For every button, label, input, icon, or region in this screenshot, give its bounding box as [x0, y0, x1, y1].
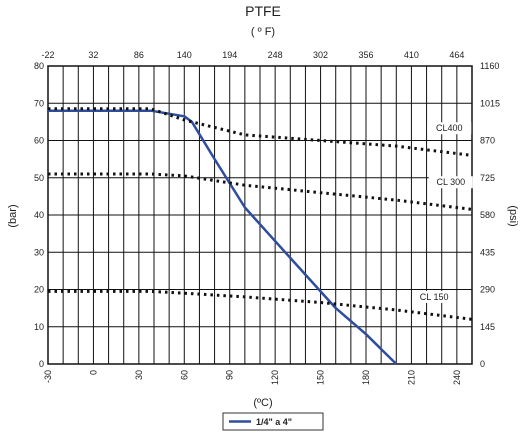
y-tick-label: 50 — [34, 173, 44, 183]
x-tick-label: 90 — [225, 370, 235, 380]
x-axis-label: (ºC) — [253, 397, 272, 409]
y-tick-label: 30 — [34, 247, 44, 257]
y-tick-label: 80 — [34, 61, 44, 71]
annotation-bg — [428, 176, 473, 189]
right-tick-label: 0 — [480, 359, 485, 369]
right-tick-label: 1160 — [480, 61, 499, 71]
chart-title: PTFE — [245, 3, 281, 19]
y-tick-label: 20 — [34, 285, 44, 295]
y-axis-ticks: 0 10 20 30 40 50 60 70 80 — [34, 61, 44, 369]
right-axis-label: (psi) — [507, 205, 519, 226]
right-tick-label: 870 — [480, 136, 495, 146]
x-tick-label: 150 — [316, 370, 326, 385]
annotation-label: CL400 — [436, 123, 463, 133]
top-tick-label: 194 — [222, 50, 237, 60]
top-tick-label: 464 — [449, 50, 464, 60]
series-line-cl150 — [48, 289, 473, 321]
y-tick-label: 70 — [34, 98, 44, 108]
annotation-label: CL 300 — [436, 177, 465, 187]
legend-box — [222, 412, 324, 431]
y-tick-label: 60 — [34, 136, 44, 146]
y-axis-label: (bar) — [7, 204, 19, 227]
top-tick-label: 302 — [313, 50, 328, 60]
y-tick-label: 0 — [39, 359, 44, 369]
plot-frame — [47, 65, 473, 365]
x-tick-label: 240 — [452, 370, 462, 385]
series-line-cl400 — [48, 107, 473, 157]
top-tick-label: 410 — [404, 50, 419, 60]
x-tick-label: 60 — [179, 370, 189, 380]
x-tick-label: -30 — [43, 370, 53, 383]
top-tick-label: 86 — [134, 50, 144, 60]
y-tick-label: 10 — [34, 322, 44, 332]
right-tick-label: 1015 — [480, 98, 500, 108]
right-tick-label: 725 — [480, 173, 495, 183]
x-axis-ticks: -30 0 30 60 90 120 150 180 210 240 — [43, 370, 462, 385]
x-tick-label: 0 — [88, 370, 98, 375]
y-tick-label: 40 — [34, 210, 44, 220]
right-tick-label: 435 — [480, 247, 495, 257]
right-tick-label: 145 — [480, 322, 495, 332]
top-tick-label: 356 — [358, 50, 373, 60]
annotations: CL400 CL 300 CL 150 — [412, 122, 473, 303]
right-tick-label: 580 — [480, 210, 495, 220]
annotation-bg — [412, 290, 457, 303]
top-axis-label: ( º F) — [251, 26, 275, 38]
annotation-label: CL 150 — [420, 292, 449, 302]
series-line-main — [48, 109, 398, 365]
top-axis-ticks: -22 32 86 140 194 248 302 356 410 464 — [41, 50, 464, 60]
top-tick-label: 140 — [177, 50, 192, 60]
right-tick-label: 290 — [480, 285, 495, 295]
x-tick-label: 30 — [134, 370, 144, 380]
right-axis-ticks: 0 145 290 435 580 725 870 1015 1160 — [480, 61, 500, 369]
x-tick-label: 180 — [361, 370, 371, 385]
annotation-bg — [427, 122, 472, 135]
x-tick-label: 120 — [270, 370, 280, 385]
legend-entry: 1/4" a 4" — [256, 417, 292, 427]
top-tick-label: 248 — [268, 50, 283, 60]
series-group — [48, 107, 473, 365]
top-tick-label: -22 — [41, 50, 54, 60]
x-tick-label: 210 — [406, 370, 416, 385]
legend: 1/4" a 4" — [222, 412, 324, 431]
top-tick-label: 32 — [88, 50, 98, 60]
